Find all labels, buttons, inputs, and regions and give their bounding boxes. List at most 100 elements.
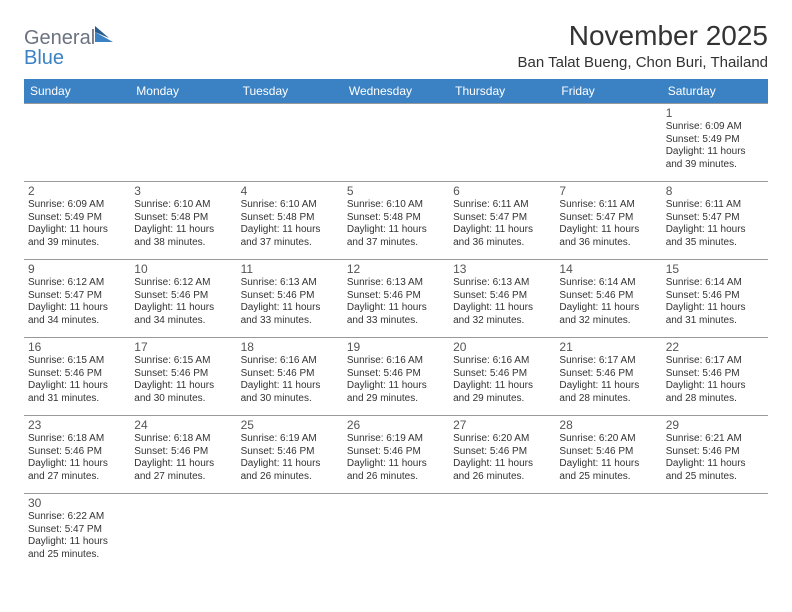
day-number: 7	[559, 184, 657, 198]
weekday-header: Monday	[130, 79, 236, 104]
calendar-cell: 18Sunrise: 6:16 AMSunset: 5:46 PMDayligh…	[237, 338, 343, 416]
day-number: 23	[28, 418, 126, 432]
sunset-line: Sunset: 5:46 PM	[453, 290, 551, 303]
calendar-cell	[130, 104, 236, 182]
daylight-line: Daylight: 11 hours and 34 minutes.	[134, 302, 232, 327]
sunset-line: Sunset: 5:46 PM	[134, 446, 232, 459]
calendar-cell: 21Sunrise: 6:17 AMSunset: 5:46 PMDayligh…	[555, 338, 661, 416]
daylight-line: Daylight: 11 hours and 37 minutes.	[241, 224, 339, 249]
location: Ban Talat Bueng, Chon Buri, Thailand	[518, 54, 768, 71]
day-number: 5	[347, 184, 445, 198]
sunset-line: Sunset: 5:49 PM	[666, 134, 764, 147]
day-number: 21	[559, 340, 657, 354]
calendar-cell	[24, 104, 130, 182]
sunrise-line: Sunrise: 6:14 AM	[666, 277, 764, 290]
day-number: 29	[666, 418, 764, 432]
calendar-cell	[237, 104, 343, 182]
sunrise-line: Sunrise: 6:15 AM	[134, 355, 232, 368]
daylight-line: Daylight: 11 hours and 31 minutes.	[666, 302, 764, 327]
sunset-line: Sunset: 5:49 PM	[28, 212, 126, 225]
weekday-header: Friday	[555, 79, 661, 104]
calendar-row: 23Sunrise: 6:18 AMSunset: 5:46 PMDayligh…	[24, 416, 768, 494]
calendar-cell: 26Sunrise: 6:19 AMSunset: 5:46 PMDayligh…	[343, 416, 449, 494]
calendar-cell: 1Sunrise: 6:09 AMSunset: 5:49 PMDaylight…	[662, 104, 768, 182]
daylight-line: Daylight: 11 hours and 29 minutes.	[453, 380, 551, 405]
sunset-line: Sunset: 5:46 PM	[453, 368, 551, 381]
calendar-row: 1Sunrise: 6:09 AMSunset: 5:49 PMDaylight…	[24, 104, 768, 182]
daylight-line: Daylight: 11 hours and 27 minutes.	[28, 458, 126, 483]
sunrise-line: Sunrise: 6:17 AM	[666, 355, 764, 368]
calendar-cell: 24Sunrise: 6:18 AMSunset: 5:46 PMDayligh…	[130, 416, 236, 494]
daylight-line: Daylight: 11 hours and 27 minutes.	[134, 458, 232, 483]
sunrise-line: Sunrise: 6:13 AM	[453, 277, 551, 290]
calendar-cell: 14Sunrise: 6:14 AMSunset: 5:46 PMDayligh…	[555, 260, 661, 338]
calendar-cell: 29Sunrise: 6:21 AMSunset: 5:46 PMDayligh…	[662, 416, 768, 494]
sunset-line: Sunset: 5:47 PM	[559, 212, 657, 225]
daylight-line: Daylight: 11 hours and 38 minutes.	[134, 224, 232, 249]
weekday-header: Tuesday	[237, 79, 343, 104]
daylight-line: Daylight: 11 hours and 39 minutes.	[666, 146, 764, 171]
calendar-cell: 17Sunrise: 6:15 AMSunset: 5:46 PMDayligh…	[130, 338, 236, 416]
calendar-cell: 15Sunrise: 6:14 AMSunset: 5:46 PMDayligh…	[662, 260, 768, 338]
daylight-line: Daylight: 11 hours and 33 minutes.	[347, 302, 445, 327]
sunset-line: Sunset: 5:46 PM	[241, 446, 339, 459]
sunrise-line: Sunrise: 6:14 AM	[559, 277, 657, 290]
daylight-line: Daylight: 11 hours and 30 minutes.	[134, 380, 232, 405]
daylight-line: Daylight: 11 hours and 26 minutes.	[453, 458, 551, 483]
daylight-line: Daylight: 11 hours and 32 minutes.	[559, 302, 657, 327]
day-number: 14	[559, 262, 657, 276]
calendar-cell: 13Sunrise: 6:13 AMSunset: 5:46 PMDayligh…	[449, 260, 555, 338]
day-number: 18	[241, 340, 339, 354]
weekday-header: Wednesday	[343, 79, 449, 104]
day-number: 24	[134, 418, 232, 432]
sunrise-line: Sunrise: 6:12 AM	[28, 277, 126, 290]
calendar-cell: 10Sunrise: 6:12 AMSunset: 5:46 PMDayligh…	[130, 260, 236, 338]
sunrise-line: Sunrise: 6:11 AM	[666, 199, 764, 212]
sunrise-line: Sunrise: 6:21 AM	[666, 433, 764, 446]
sunrise-line: Sunrise: 6:11 AM	[453, 199, 551, 212]
sunset-line: Sunset: 5:46 PM	[134, 290, 232, 303]
sunrise-line: Sunrise: 6:09 AM	[28, 199, 126, 212]
daylight-line: Daylight: 11 hours and 32 minutes.	[453, 302, 551, 327]
sunset-line: Sunset: 5:46 PM	[666, 446, 764, 459]
sunset-line: Sunset: 5:48 PM	[347, 212, 445, 225]
daylight-line: Daylight: 11 hours and 36 minutes.	[453, 224, 551, 249]
calendar-cell: 2Sunrise: 6:09 AMSunset: 5:49 PMDaylight…	[24, 182, 130, 260]
sunset-line: Sunset: 5:46 PM	[28, 368, 126, 381]
daylight-line: Daylight: 11 hours and 35 minutes.	[666, 224, 764, 249]
day-number: 22	[666, 340, 764, 354]
calendar-cell: 23Sunrise: 6:18 AMSunset: 5:46 PMDayligh…	[24, 416, 130, 494]
sunset-line: Sunset: 5:46 PM	[28, 446, 126, 459]
weekday-header: Thursday	[449, 79, 555, 104]
calendar-cell: 9Sunrise: 6:12 AMSunset: 5:47 PMDaylight…	[24, 260, 130, 338]
calendar-cell: 27Sunrise: 6:20 AMSunset: 5:46 PMDayligh…	[449, 416, 555, 494]
weekday-header-row: SundayMondayTuesdayWednesdayThursdayFrid…	[24, 79, 768, 104]
daylight-line: Daylight: 11 hours and 36 minutes.	[559, 224, 657, 249]
daylight-line: Daylight: 11 hours and 25 minutes.	[666, 458, 764, 483]
calendar-cell	[662, 494, 768, 572]
day-number: 27	[453, 418, 551, 432]
sunrise-line: Sunrise: 6:19 AM	[347, 433, 445, 446]
day-number: 11	[241, 262, 339, 276]
calendar-cell: 28Sunrise: 6:20 AMSunset: 5:46 PMDayligh…	[555, 416, 661, 494]
sunrise-line: Sunrise: 6:16 AM	[347, 355, 445, 368]
calendar-cell	[449, 494, 555, 572]
daylight-line: Daylight: 11 hours and 28 minutes.	[666, 380, 764, 405]
sunrise-line: Sunrise: 6:19 AM	[241, 433, 339, 446]
day-number: 15	[666, 262, 764, 276]
sunrise-line: Sunrise: 6:18 AM	[28, 433, 126, 446]
calendar-row: 9Sunrise: 6:12 AMSunset: 5:47 PMDaylight…	[24, 260, 768, 338]
day-number: 16	[28, 340, 126, 354]
sunset-line: Sunset: 5:47 PM	[28, 524, 126, 537]
calendar-cell: 8Sunrise: 6:11 AMSunset: 5:47 PMDaylight…	[662, 182, 768, 260]
sunrise-line: Sunrise: 6:10 AM	[347, 199, 445, 212]
sunset-line: Sunset: 5:46 PM	[347, 290, 445, 303]
calendar-cell	[449, 104, 555, 182]
month-title: November 2025	[518, 20, 768, 52]
day-number: 10	[134, 262, 232, 276]
day-number: 1	[666, 106, 764, 120]
sunrise-line: Sunrise: 6:09 AM	[666, 121, 764, 134]
sunrise-line: Sunrise: 6:13 AM	[347, 277, 445, 290]
calendar-cell: 7Sunrise: 6:11 AMSunset: 5:47 PMDaylight…	[555, 182, 661, 260]
calendar-table: SundayMondayTuesdayWednesdayThursdayFrid…	[24, 79, 768, 572]
